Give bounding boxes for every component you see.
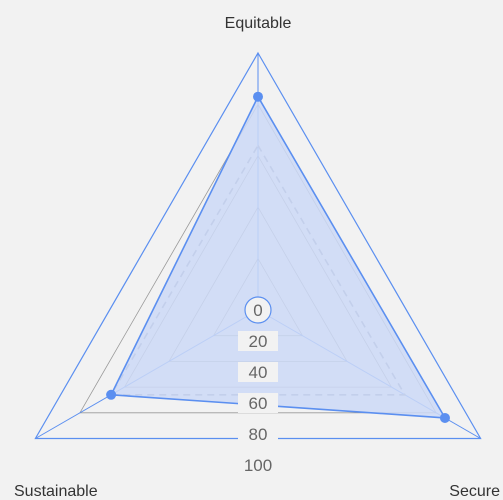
- tick-bg-80: [238, 424, 278, 444]
- series-0-area: [110, 95, 446, 419]
- radar-series: [106, 91, 450, 423]
- tick-zero-circle: [244, 296, 272, 324]
- tick-bg-20: [238, 331, 278, 351]
- series-0-point-secure: [439, 412, 450, 423]
- tick-label-80: 80: [249, 425, 268, 444]
- tick-label-0: 0: [253, 301, 262, 320]
- axis-label-equitable: Equitable: [225, 15, 292, 32]
- tick-label-100: 100: [244, 456, 272, 475]
- tick-label-20: 20: [249, 332, 268, 351]
- series-0-point-sustainable: [106, 389, 117, 400]
- tick-label-60: 60: [249, 394, 268, 413]
- tick-bg-60: [238, 393, 278, 413]
- tick-bg-100: [238, 455, 278, 475]
- series-0-point-equitable: [253, 91, 263, 102]
- axis-label-secure: Secure: [449, 483, 500, 500]
- tick-label-40: 40: [249, 363, 268, 382]
- radar-axis-labels: Equitable Secure Sustainable: [14, 15, 500, 500]
- tick-bg-40: [238, 362, 278, 382]
- axis-label-sustainable: Sustainable: [14, 483, 98, 500]
- radar-tick-labels: 0 20 40 60 80 100: [238, 296, 278, 475]
